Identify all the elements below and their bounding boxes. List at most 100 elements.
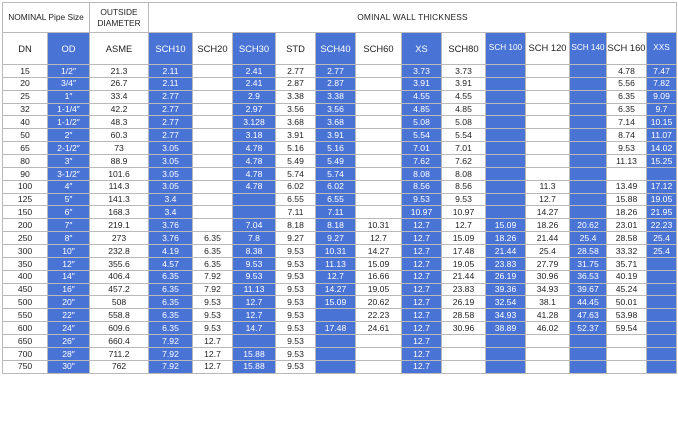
column-header: STD (275, 32, 316, 65)
table-cell (192, 166, 233, 181)
table-cell (485, 128, 526, 143)
table-cell: 700 (2, 346, 48, 361)
table-cell: 7.01 (441, 141, 486, 156)
table-cell: 125 (2, 192, 48, 207)
table-cell: 3″ (47, 154, 90, 168)
table-cell (569, 76, 607, 91)
table-cell: 450 (2, 282, 48, 297)
table-cell: 3.76 (148, 218, 193, 233)
table-cell: 38.89 (485, 321, 526, 336)
table-cell: 150 (2, 205, 48, 220)
table-cell (569, 89, 607, 104)
table-cell: 15.88 (606, 192, 647, 207)
table-cell: 17.48 (315, 321, 356, 336)
table-cell: 3.4 (148, 192, 193, 207)
table-cell (525, 141, 570, 156)
table-cell: 26.19 (441, 295, 486, 310)
table-cell: 3.05 (148, 166, 193, 181)
table-cell (315, 359, 356, 374)
table-cell: 558.8 (89, 308, 149, 323)
table-cell (355, 89, 402, 104)
table-cell: 3.05 (148, 179, 193, 194)
table-cell (569, 192, 607, 207)
table-cell: 11.07 (646, 128, 677, 143)
table-cell: 19.05 (646, 192, 677, 207)
table-row: 400 14″ 406.4 6.35 7.92 9.53 9.53 12.7 16.66 12.7… (2, 269, 677, 284)
table-row: 50 2″ 60.3 2.77 3.18 3.91 3.91 5.54 5.54 8.74 11.0… (2, 128, 677, 143)
table-cell: 6.35 (192, 244, 233, 258)
table-row: 150 6″ 168.3 3.4 7.11 7.11 10.97 10.97 14.27 18.2… (2, 205, 677, 220)
table-cell: 4.85 (401, 102, 442, 117)
table-cell (192, 179, 233, 194)
table-cell: 27.79 (525, 256, 570, 271)
table-cell: 21.44 (525, 231, 570, 246)
table-cell: 2.9 (232, 89, 276, 104)
table-cell (355, 76, 402, 91)
table-cell: 15.88 (232, 346, 276, 361)
table-body: 15 1/2″ 21.3 2.11 2.41 2.77 2.77 3.73 3.73 4.78 7.… (2, 64, 677, 374)
table-cell: 30″ (47, 359, 90, 374)
table-cell (646, 256, 677, 271)
table-cell: 12.7 (401, 295, 442, 310)
column-header: SCH10 (148, 32, 193, 65)
table-cell: 6.02 (315, 179, 356, 194)
column-header-row: DN OD ASME SCH10 SCH20 SCH30 STD SCH40 S… (2, 32, 677, 65)
table-cell: 406.4 (89, 269, 149, 284)
table-cell (485, 192, 526, 207)
table-cell: 3.18 (232, 128, 276, 143)
table-cell: 11.3 (525, 179, 570, 194)
table-cell: 6.55 (275, 192, 316, 207)
table-cell: 300 (2, 244, 48, 258)
table-cell: 5.74 (315, 166, 356, 181)
table-cell: 7.01 (401, 141, 442, 156)
table-cell: 2.77 (275, 64, 316, 78)
table-row: 550 22″ 558.8 6.35 9.53 12.7 9.53 22.23 12.7 28.5… (2, 308, 677, 323)
table-cell (646, 269, 677, 284)
table-cell (606, 359, 647, 374)
table-row: 25 1″ 33.4 2.77 2.9 3.38 3.38 4.55 4.55 6.35 9.09 (2, 89, 677, 104)
table-cell: 23.01 (606, 218, 647, 233)
table-cell: 101.6 (89, 166, 149, 181)
table-cell (355, 359, 402, 374)
table-cell (606, 166, 647, 181)
table-row: 90 3-1/2″ 101.6 3.05 4.78 5.74 5.74 8.08 8.08 (2, 166, 677, 181)
table-cell: 32.54 (485, 295, 526, 310)
table-cell: 114.3 (89, 179, 149, 194)
table-cell: 19.05 (355, 282, 402, 297)
table-cell: 9.53 (275, 321, 316, 336)
table-cell: 141.3 (89, 192, 149, 207)
table-cell (315, 308, 356, 323)
table-cell: 711.2 (89, 346, 149, 361)
table-cell: 48.3 (89, 115, 149, 130)
table-cell: 25.4 (646, 244, 677, 258)
table-cell: 273 (89, 231, 149, 246)
table-cell (525, 346, 570, 361)
table-cell (569, 64, 607, 78)
table-cell: 14.27 (525, 205, 570, 220)
table-cell: 6.35 (148, 308, 193, 323)
table-cell: 9.53 (275, 282, 316, 297)
table-cell (606, 334, 647, 348)
table-cell: 6.35 (148, 269, 193, 284)
table-cell: 9.53 (606, 141, 647, 156)
table-cell: 750 (2, 359, 48, 374)
table-cell: 8.08 (401, 166, 442, 181)
table-cell: 250 (2, 231, 48, 246)
table-cell: 9.7 (646, 102, 677, 117)
table-cell: 5.16 (275, 141, 316, 156)
table-cell (525, 115, 570, 130)
table-cell: 12.7 (525, 192, 570, 207)
table-cell (646, 334, 677, 348)
table-cell: 2.77 (148, 89, 193, 104)
table-cell (569, 179, 607, 194)
table-cell: 9.53 (192, 308, 233, 323)
table-cell: 9.53 (275, 269, 316, 284)
table-cell: 26.19 (485, 269, 526, 284)
outside-diameter-header: OUTSIDE DIAMETER (89, 2, 149, 33)
table-cell: 12.7 (192, 359, 233, 374)
column-header: OD (47, 32, 90, 65)
table-cell: 6″ (47, 205, 90, 220)
table-cell: 2.11 (148, 64, 193, 78)
table-cell: 12.7 (441, 218, 486, 233)
table-cell: 26.7 (89, 76, 149, 91)
